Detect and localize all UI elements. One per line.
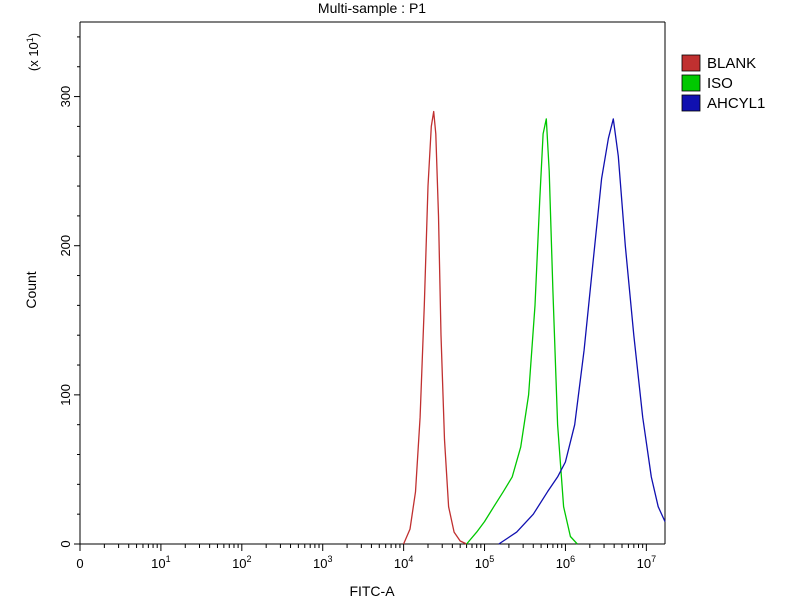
y-axis-title: Count [23,271,39,308]
x-axis-title: FITC-A [349,583,395,599]
series-line-blank [403,110,467,545]
y-tick-label: 100 [58,384,73,406]
x-tick-label: 105 [475,554,494,571]
x-tick-label: 103 [313,554,332,571]
legend-label-ahcyl1: AHCYL1 [707,95,765,112]
x-tick-label: 0 [76,556,83,571]
y-multiplier-label: (x 101) [25,33,41,71]
y-axis-ticks: 0 100 200 300 [58,36,80,548]
legend-label-blank: BLANK [707,55,756,72]
legend-swatch-iso [681,74,701,92]
y-tick-label: 200 [58,235,73,257]
x-tick-label: 106 [556,554,575,571]
y-multiplier-exponent: 1 [25,37,35,42]
chart-title: Multi-sample : P1 [318,0,426,16]
series-line-iso [466,118,578,545]
x-tick-label: 101 [151,554,170,571]
y-tick-label: 300 [58,86,73,108]
legend-swatch-blank [681,54,701,72]
legend-label-iso: ISO [707,75,733,92]
y-tick-label: 0 [58,540,73,547]
legend-swatch-ahcyl1 [681,94,701,112]
legend: BLANK ISO AHCYL1 [681,54,765,112]
x-tick-label: 102 [232,554,251,571]
x-tick-label: 107 [637,554,656,571]
x-tick-label: 104 [394,554,413,571]
series-layer [403,110,666,545]
x-axis-ticks: 0 101 102 103 104 105 106 107 [76,544,656,571]
series-line-ahcyl1 [498,118,666,545]
